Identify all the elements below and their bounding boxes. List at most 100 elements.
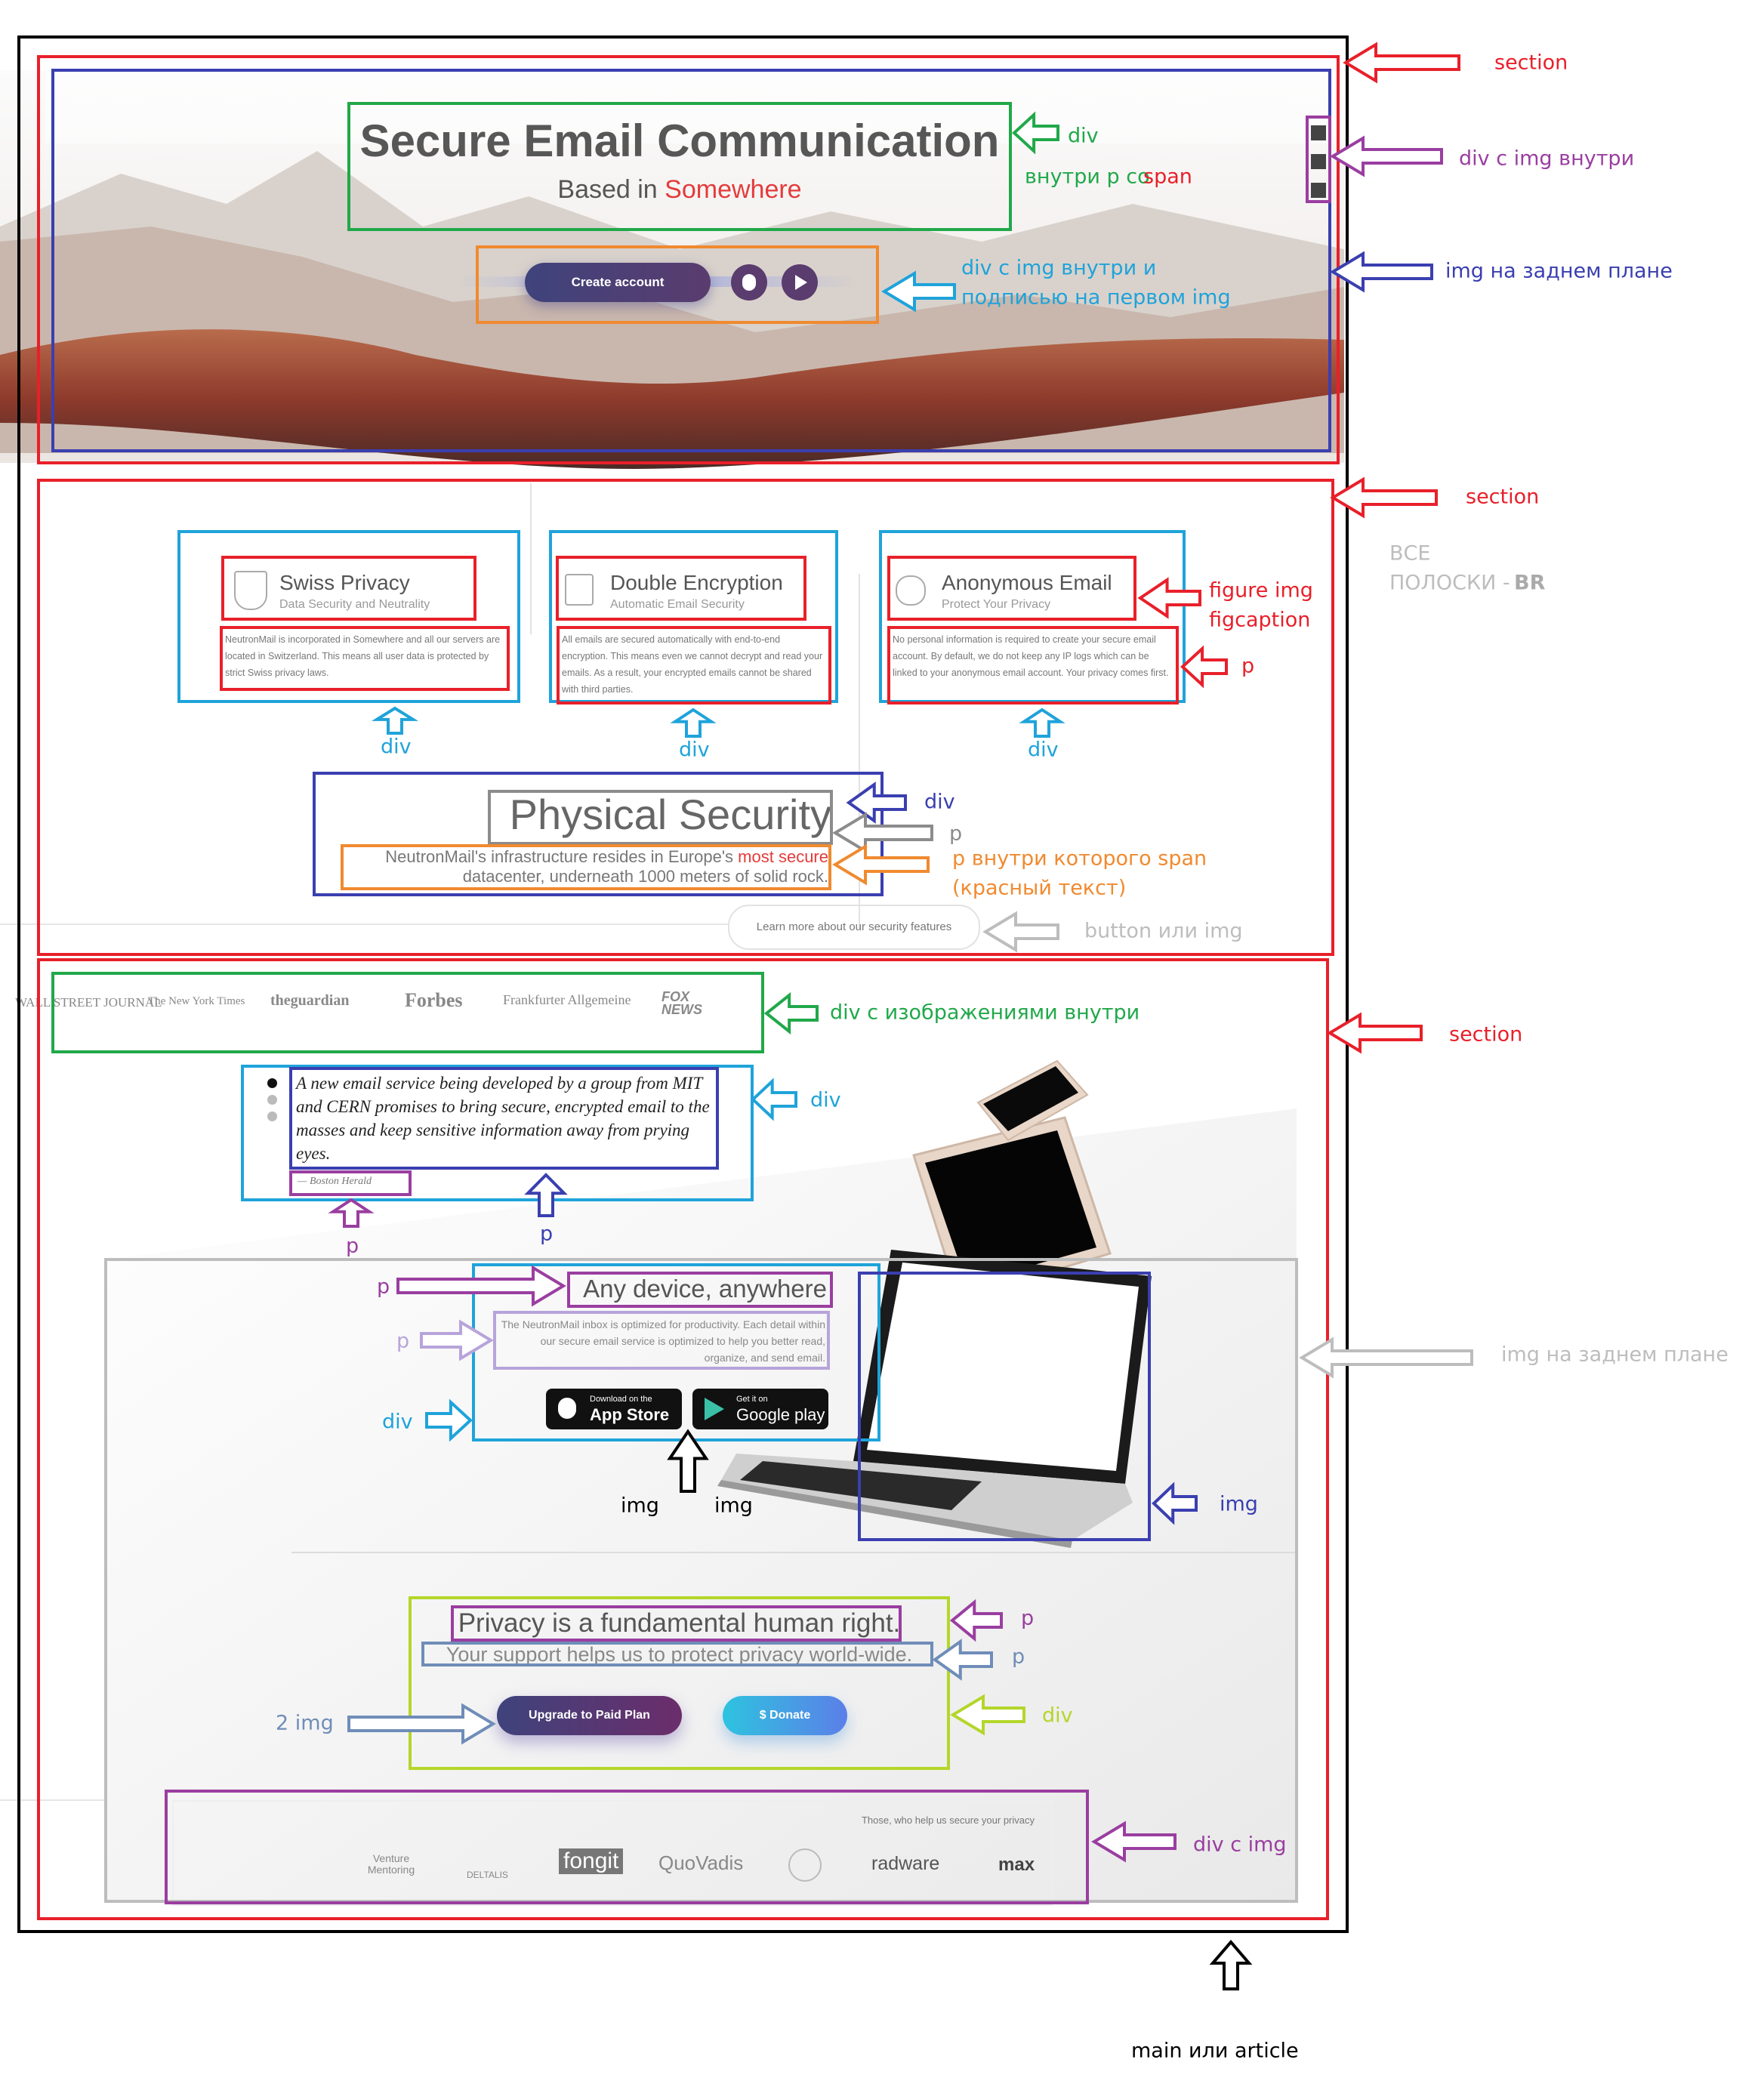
annotation-label: внутри p со [1025,165,1150,189]
annotation-label: p [1021,1607,1034,1630]
devices-title: Any device, anywhere [583,1275,827,1303]
annotation-arrow [1152,1481,1198,1525]
bullet[interactable] [267,1111,277,1121]
annotation-arrow [751,1078,797,1121]
annotation-box [289,1067,719,1170]
donate-button[interactable]: $ Donate [723,1696,847,1735]
support-title: Privacy is a fundamental human right. [458,1608,901,1638]
press-logo: Frankfurter Allgemeine [503,992,631,1007]
annotation-arrow [832,812,933,854]
annotation-arrow [670,708,717,738]
hero-subtitle: Based in Somewhere [349,175,1010,205]
annotation-label: img на заднем плане [1501,1343,1729,1367]
annotation-label: div [1042,1704,1073,1728]
annotation-arrow [763,991,819,1035]
facebook-icon[interactable] [1311,154,1326,169]
annotation-label: p внутри которого span [952,847,1207,871]
annotation-arrow [667,1429,709,1493]
partners-box [172,1800,1053,1906]
annotation-label: div с img [1193,1833,1287,1857]
annotation-arrow [1019,708,1065,738]
lock-icon [565,574,594,606]
text: NeutronMail's infrastructure resides in … [385,847,734,866]
annotation-label: main или article [1131,2040,1299,2063]
annotation-box [556,556,806,621]
annotation-label: div с изображениями внутри [830,1001,1140,1025]
annotation-arrow [1343,42,1460,84]
annotation-label: div [1028,738,1059,762]
annotation-box [347,102,1012,231]
annotation-arrow [950,1694,1025,1736]
physical-text: NeutronMail's infrastructure resides in … [300,847,828,886]
annotation-label: section [1466,486,1539,509]
annotation-box [37,958,1329,1920]
annotation-box [493,1311,830,1370]
twitter-icon[interactable] [1311,183,1326,198]
annotation-arrow [949,1599,1003,1642]
annotation-label: p [1241,655,1254,678]
annotation-box [241,1065,754,1201]
annotation-box [476,245,879,324]
feature-subtitle: Automatic Email Security [610,598,745,611]
annotation-arrow [1330,135,1443,177]
annotation-box [51,69,1331,452]
apple-button[interactable] [731,264,767,301]
upgrade-button[interactable]: Upgrade to Paid Plan [497,1696,682,1735]
bullet[interactable] [267,1078,277,1088]
partner-logo: QuoVadis [658,1851,744,1874]
devices-text: The NeutronMail inbox is optimized for p… [501,1318,825,1364]
apple-logo [558,1398,576,1419]
play-button[interactable] [782,264,818,301]
annotation-label: div [1068,125,1099,148]
annotation-label: p [949,822,962,846]
annotation-arrow [1299,1337,1473,1379]
annotation-arrow [1137,577,1201,619]
partner-logo: fongit [559,1848,624,1874]
google-plus-icon[interactable] [1311,125,1326,140]
annotation-arrow [881,270,956,313]
press-logo: FOX NEWS [662,989,702,1017]
annotation-box [409,1596,950,1770]
annotation-arrow [1327,1012,1423,1054]
create-account-button[interactable]: Create account [525,263,711,302]
highlight: most secure [738,847,828,866]
quote-text: A new email service being developed by a… [296,1074,710,1163]
feature-subtitle: Protect Your Privacy [942,598,1051,611]
annotation-box [221,556,476,621]
annotation-box [104,1258,1298,1903]
annotation-box [165,1790,1089,1904]
partner-logo: Venture Mentoring [367,1852,415,1876]
learn-more-button[interactable]: Learn more about our security features [728,905,980,950]
badge-big: App Store [590,1405,670,1424]
partner-logo: DELTALIS [467,1870,508,1880]
app-store-badge[interactable]: Download on the App Store [546,1389,682,1429]
annotation-arrow [1209,1939,1253,1990]
annotation-arrow [1180,645,1228,689]
annotation-label: p [377,1275,390,1299]
annotation-label: div [679,738,710,762]
badge-small: Download on the [590,1395,652,1404]
annotation-label: ПОЛОСКИ - [1389,572,1510,595]
bullet[interactable] [267,1095,277,1105]
annotation-label: p [346,1235,359,1258]
subtitle-text: Based in [557,175,658,204]
annotation-box [51,972,764,1053]
annotation-arrow [396,1265,566,1307]
annotation-label: figcaption [1209,609,1310,632]
annotation-label: img [714,1494,753,1518]
annotation-box [17,35,1349,1933]
annotation-arrow [982,911,1059,953]
annotation-box [220,626,510,691]
annotation-arrow [425,1398,473,1442]
annotation-box [887,626,1179,705]
subtitle-highlight: Somewhere [665,175,802,204]
annotation-label: div с img внутри и [961,257,1156,280]
annotation-arrow [1012,111,1059,155]
annotation-arrow [846,782,907,824]
annotation-label: div [810,1089,841,1112]
google-play-badge[interactable]: Get it on Google play [692,1389,828,1429]
annotation-label: p [1012,1645,1025,1669]
annotation-label: (красный текст) [952,877,1126,900]
